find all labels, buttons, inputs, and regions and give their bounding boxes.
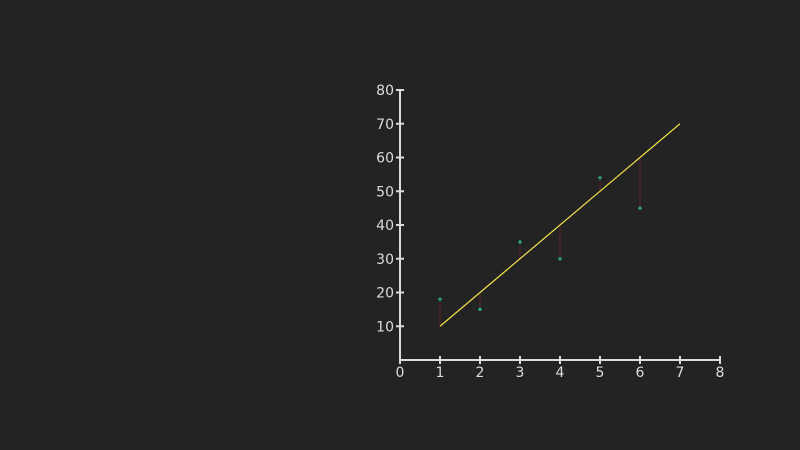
x-tick-label: 0 [396, 365, 405, 381]
y-tick-label: 40 [376, 218, 394, 234]
y-tick-label: 70 [376, 117, 394, 133]
x-tick-label: 1 [436, 365, 445, 381]
y-tick-label: 20 [376, 286, 394, 302]
x-tick-label: 5 [596, 365, 605, 381]
y-tick-label: 30 [376, 252, 394, 268]
data-point [638, 206, 642, 211]
data-point [558, 256, 562, 261]
fit-line-layer [439, 123, 681, 327]
x-tick-label: 3 [516, 365, 525, 381]
data-points [438, 175, 642, 312]
x-tick-label: 2 [476, 365, 485, 381]
x-tick-label: 7 [676, 365, 685, 381]
axes: 0 1 2 3 4 5 6 7 8 10 20 30 40 50 60 70 80 [376, 83, 724, 381]
x-tick-label: 4 [556, 365, 565, 381]
y-tick-label: 50 [376, 184, 394, 200]
data-point [438, 297, 442, 302]
y-tick-label: 80 [376, 83, 394, 99]
data-point [518, 239, 522, 244]
x-tick-label: 8 [716, 365, 725, 381]
y-tick-label: 60 [376, 151, 394, 167]
data-point [478, 307, 482, 312]
y-tick-label: 10 [376, 319, 394, 335]
residuals [439, 157, 641, 327]
data-point [598, 175, 602, 180]
x-tick-label: 6 [636, 365, 645, 381]
fit-line [439, 123, 681, 327]
